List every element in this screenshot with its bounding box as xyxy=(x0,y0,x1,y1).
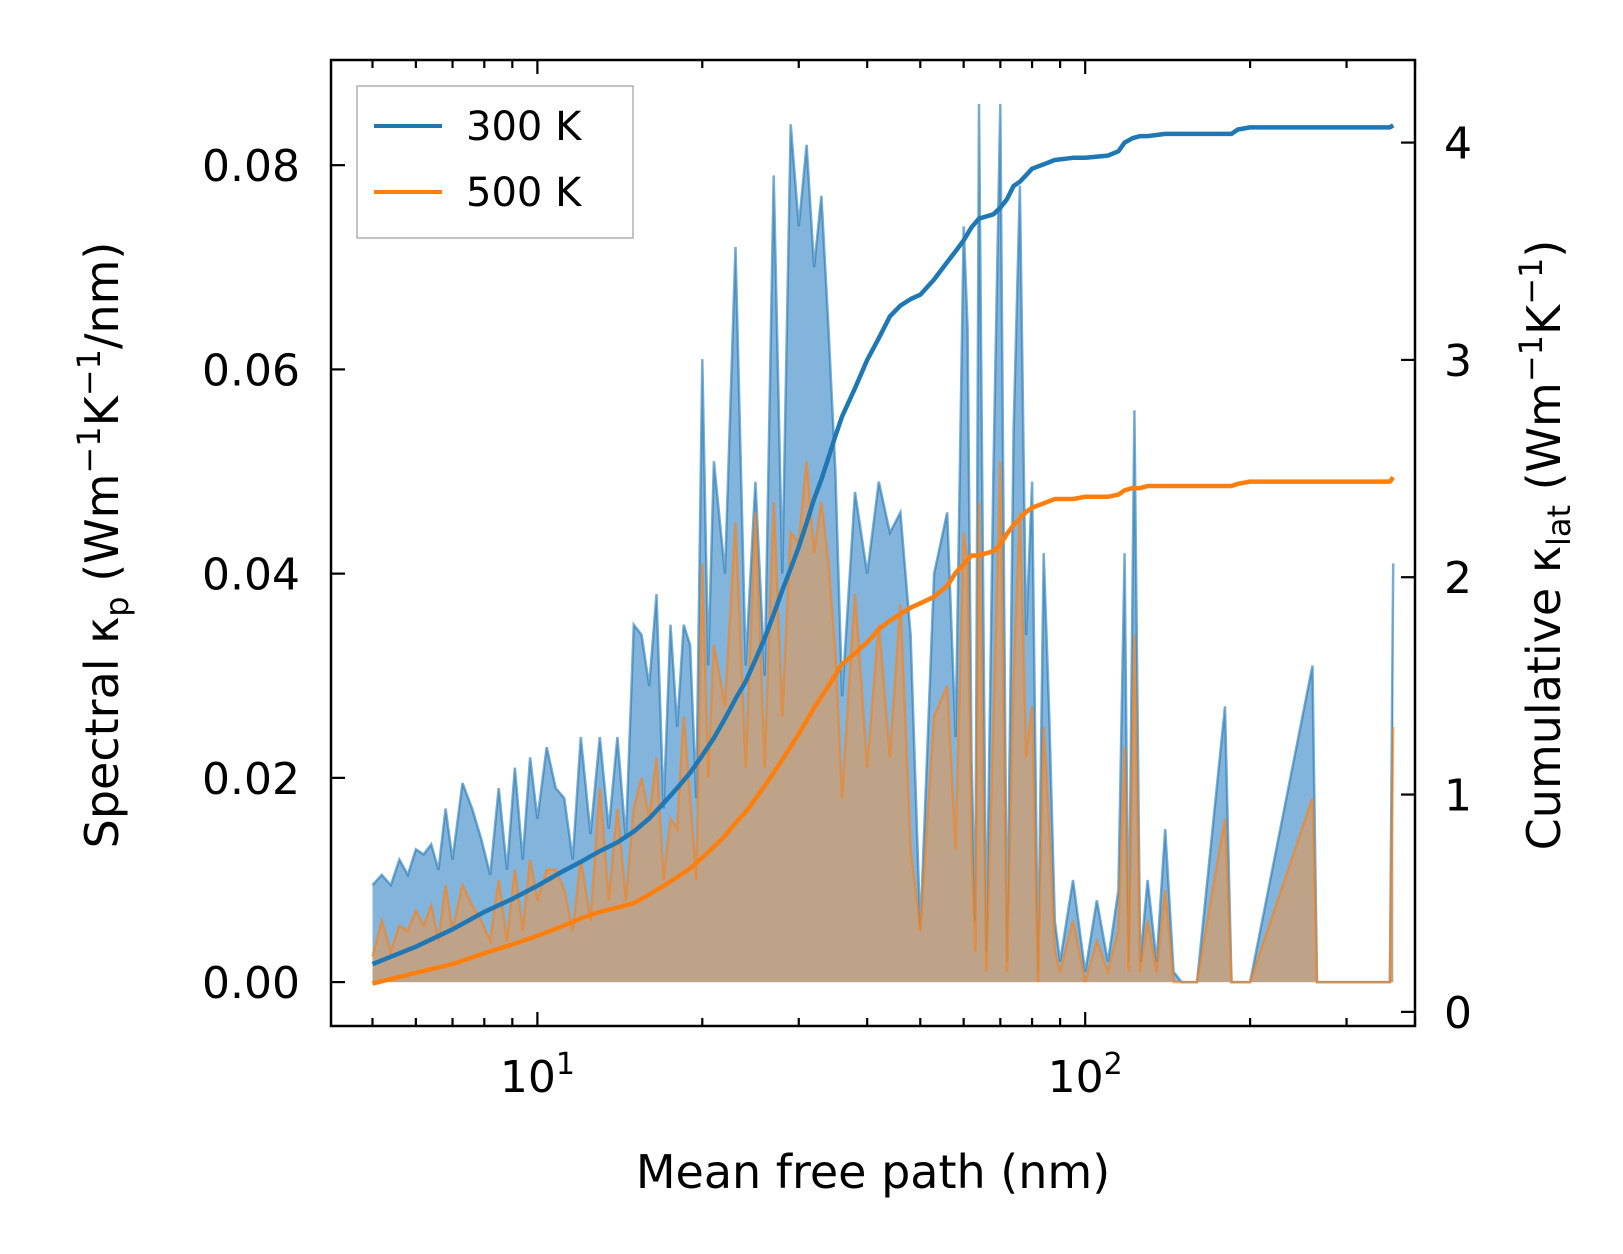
left-y-tick-label: 0.00 xyxy=(202,958,300,1009)
left-y-axis-ticks: 0.00 0.02 0.04 0.06 0.08 xyxy=(202,141,345,1009)
x-tick-label: 101 xyxy=(500,1047,575,1103)
x-tick-label: 102 xyxy=(1048,1047,1123,1103)
x-axis-label: Mean free path (nm) xyxy=(636,1145,1110,1199)
legend: 300 K 500 K xyxy=(356,85,634,239)
cumulative-line-300k xyxy=(371,123,1395,967)
legend-label-500k: 500 K xyxy=(466,170,583,216)
right-y-tick-label: 1 xyxy=(1444,771,1472,822)
left-y-tick-label: 0.08 xyxy=(202,141,300,192)
plot-area xyxy=(371,103,1395,986)
spectral-line-300k xyxy=(371,103,1395,984)
axes-frame xyxy=(329,58,1417,1028)
right-y-tick-label: 2 xyxy=(1444,553,1472,604)
x-axis-ticks: 101 102 xyxy=(371,60,1417,1103)
cumulative-line-500k xyxy=(371,475,1395,986)
right-y-axis-label: Cumulative κlat (Wm−1K−1) xyxy=(1512,240,1578,851)
left-y-tick-label: 0.04 xyxy=(202,550,300,601)
right-y-tick-label: 4 xyxy=(1444,119,1472,170)
right-y-tick-label: 0 xyxy=(1444,988,1472,1039)
legend-label-300k: 300 K xyxy=(466,104,583,150)
right-y-tick-label: 3 xyxy=(1444,336,1472,387)
right-y-axis-ticks: 0 1 2 3 4 xyxy=(1401,119,1472,1039)
legend-box xyxy=(356,85,634,239)
left-y-tick-label: 0.02 xyxy=(202,754,300,805)
spectral-line-500k xyxy=(371,461,1395,984)
left-y-axis-label: Spectral κp (Wm−1K−1/nm) xyxy=(70,242,136,849)
left-y-tick-label: 0.06 xyxy=(202,345,300,396)
